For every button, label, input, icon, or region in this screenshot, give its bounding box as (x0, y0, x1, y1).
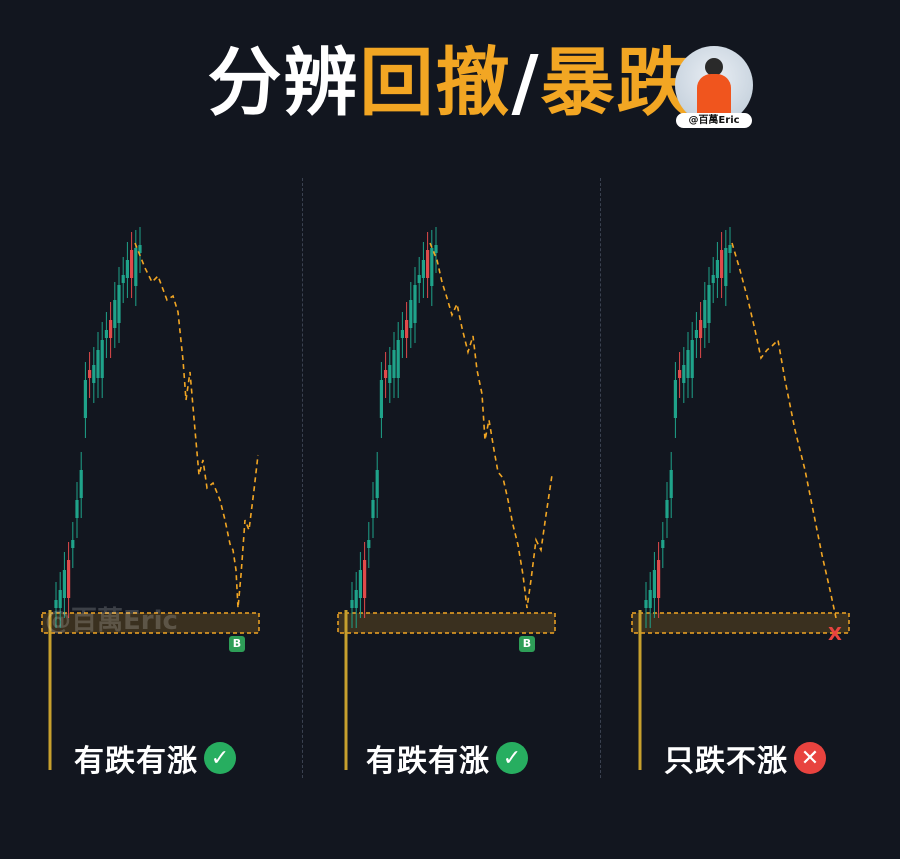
title-part-distinguish: 分辨 (207, 40, 360, 126)
projected-price-path (134, 242, 259, 609)
title-part-crash: 暴跌 (540, 40, 693, 126)
candle-body (405, 320, 409, 338)
caption-panel-3: 只跌不涨 ✕ (664, 738, 826, 779)
candle-body (409, 300, 413, 328)
candle-body (113, 300, 117, 328)
fail-marker: X (828, 624, 842, 645)
candle-body (134, 248, 138, 286)
candle-body (652, 570, 656, 598)
candle-body (375, 470, 379, 498)
check-circle-icon: ✓ (204, 742, 236, 774)
candle-body (371, 500, 375, 518)
candle-body (396, 340, 400, 378)
support-zone (631, 612, 850, 634)
candle-body (104, 330, 108, 338)
candle-body (426, 250, 430, 278)
candle-body (430, 248, 434, 286)
candle-body (138, 245, 142, 253)
candle-body (100, 340, 104, 378)
title-separator: / (511, 40, 541, 126)
candle-body (358, 570, 362, 598)
candle-body (673, 380, 677, 418)
candle-body (125, 260, 129, 278)
candle-body (67, 560, 71, 598)
candle-body (96, 350, 100, 378)
avatar (675, 46, 753, 124)
caption-text: 只跌不涨 (664, 744, 788, 779)
candle-body (657, 560, 661, 598)
title-part-pullback: 回撤 (359, 40, 512, 126)
candle-body (665, 500, 669, 518)
panel-divider (302, 178, 303, 778)
candle-body (728, 245, 732, 253)
buy-marker: B (519, 636, 535, 652)
candle-body (121, 275, 125, 283)
buy-marker: B (229, 636, 245, 652)
candle-body (644, 600, 648, 608)
candle-body (388, 365, 392, 383)
projected-price-path (731, 242, 837, 619)
candle-body (678, 370, 682, 378)
candle-body (109, 320, 113, 338)
candle-body (367, 540, 371, 548)
candle-body (54, 600, 58, 608)
candle-body (92, 365, 96, 383)
x-circle-icon: ✕ (794, 742, 826, 774)
candle-body (392, 350, 396, 378)
candle-body (715, 260, 719, 278)
caption-text: 有跌有涨 (366, 744, 490, 779)
panel-divider (600, 178, 601, 778)
candle-body (682, 365, 686, 383)
candle-body (417, 275, 421, 283)
candle-body (711, 275, 715, 283)
caption-panel-2: 有跌有涨 ✓ (366, 738, 528, 779)
page-title: 分辨回撤/暴跌 (0, 38, 900, 128)
candle-body (83, 380, 87, 418)
candle-body (75, 500, 79, 518)
caption-panel-1: 有跌有涨 ✓ (74, 738, 236, 779)
candle-body (648, 590, 652, 608)
caption-text: 有跌有涨 (74, 744, 198, 779)
candle-body (720, 250, 724, 278)
avatar-body (697, 74, 731, 118)
projected-price-path (429, 242, 553, 609)
candle-body (669, 470, 673, 498)
candle-body (699, 320, 703, 338)
candle-body (354, 590, 358, 608)
support-zone (337, 612, 556, 634)
candle-body (400, 330, 404, 338)
check-circle-icon: ✓ (496, 742, 528, 774)
candle-body (117, 285, 121, 323)
avatar-badge: @百萬Eric (676, 113, 752, 128)
candle-body (79, 470, 83, 498)
watermark: @百萬Eric (45, 606, 178, 636)
candle-body (384, 370, 388, 378)
candle-body (690, 340, 694, 378)
candle-body (62, 570, 66, 598)
candle-body (724, 248, 728, 286)
candle-body (434, 245, 438, 253)
candle-body (88, 370, 92, 378)
candle-body (379, 380, 383, 418)
candle-body (130, 250, 134, 278)
candle-body (661, 540, 665, 548)
candle-body (363, 560, 367, 598)
candle-body (694, 330, 698, 338)
support-zone (41, 612, 260, 634)
candle-body (703, 300, 707, 328)
candle-body (707, 285, 711, 323)
candle-body (71, 540, 75, 548)
candle-body (686, 350, 690, 378)
candle-body (350, 600, 354, 608)
candle-body (413, 285, 417, 323)
candle-body (58, 590, 62, 608)
candle-body (421, 260, 425, 278)
avatar-head (705, 58, 723, 76)
